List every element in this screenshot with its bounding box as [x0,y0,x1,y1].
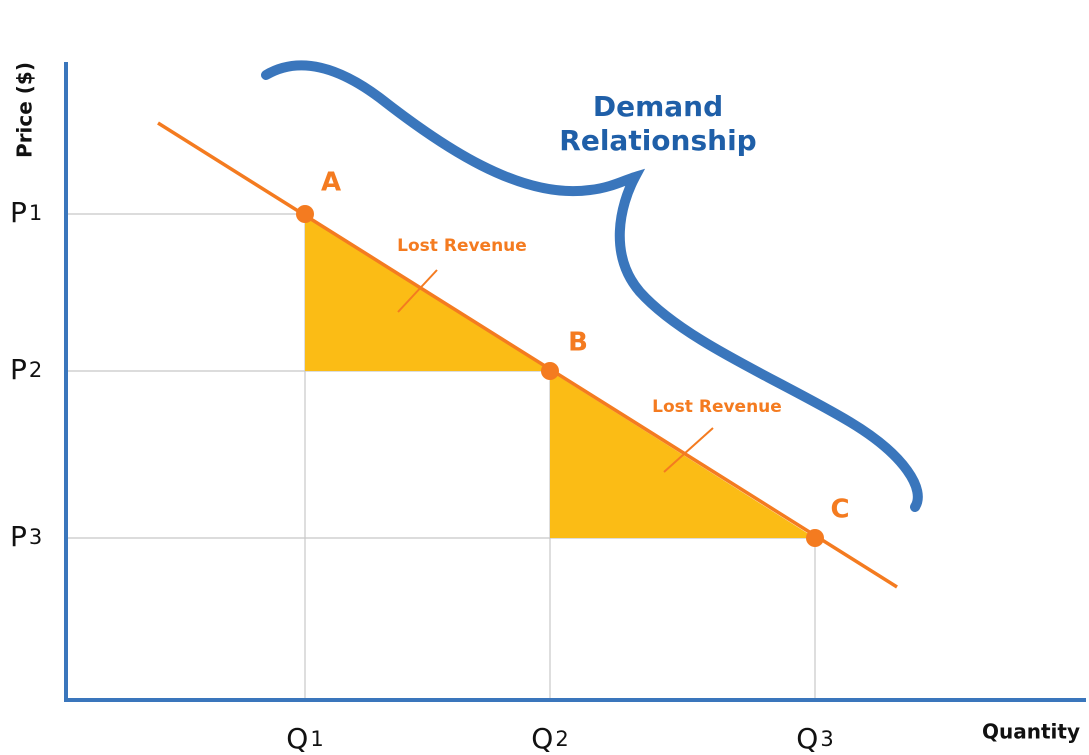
price-index: 3 [29,525,42,549]
leader-line [397,269,438,313]
price-label: P2 [10,353,42,386]
curve-label: Demand [593,90,723,123]
curve-label: Relationship [559,124,756,157]
quantity-label: Q1 [286,722,323,755]
point-label: C [830,495,849,525]
point-label: A [321,168,341,198]
price-letter: P [10,353,27,386]
quantity-label: Q3 [796,722,833,755]
price-letter: P [10,196,27,229]
price-index: 1 [29,201,42,225]
price-label: P1 [10,196,42,229]
leader-line [663,427,714,473]
quantity-letter: Q [531,722,553,755]
quantity-letter: Q [286,722,308,755]
x-axis-label: Quantity [982,720,1080,744]
quantity-letter: Q [796,722,818,755]
price-label: P3 [10,520,42,553]
point-marker [541,362,559,380]
demand-line [157,121,898,589]
price-letter: P [10,520,27,553]
y-axis-label: Price ($) [13,62,37,158]
quantity-index: 3 [820,727,833,751]
point-marker [806,529,824,547]
quantity-index: 1 [310,727,323,751]
point-label: B [568,328,588,358]
area-label: Lost Revenue [652,397,782,417]
demand-brace [261,60,923,512]
quantity-index: 2 [555,727,568,751]
point-marker [296,205,314,223]
area-label: Lost Revenue [397,236,527,256]
price-index: 2 [29,358,42,382]
quantity-label: Q2 [531,722,568,755]
